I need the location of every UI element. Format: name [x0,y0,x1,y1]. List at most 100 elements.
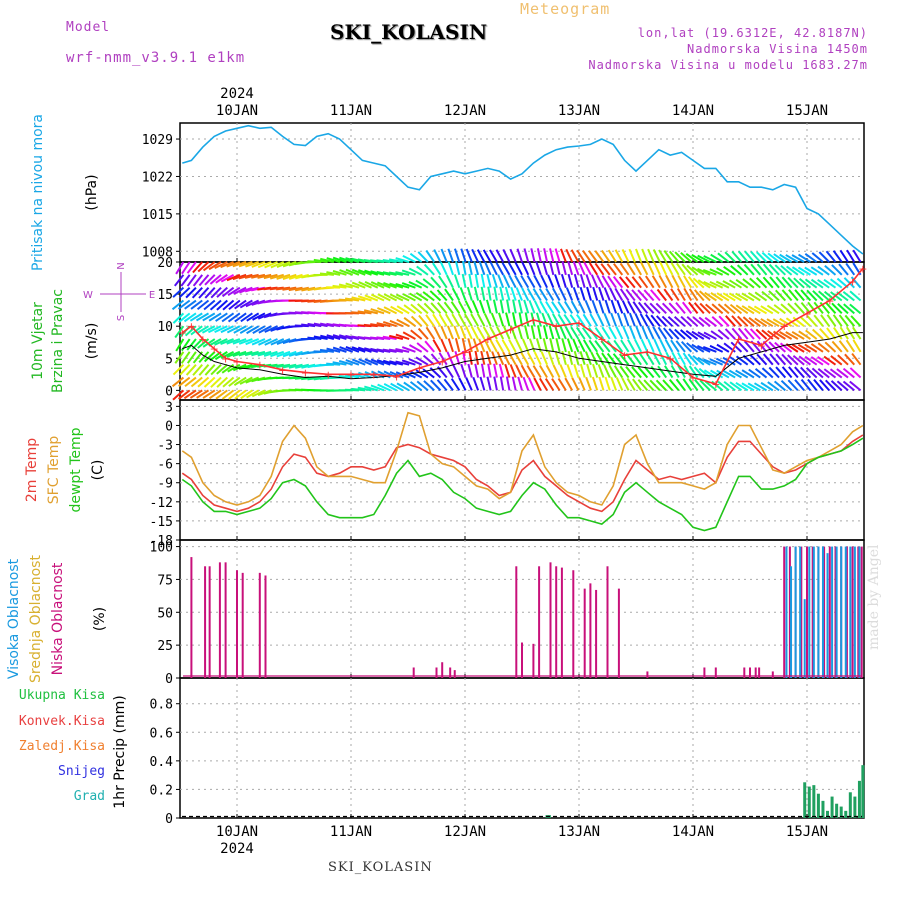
wind-barb [443,301,454,314]
bar-low_cloud [549,562,552,678]
wind-barb [238,350,253,357]
wind-barb [533,274,542,289]
wind-barb [363,323,378,328]
wind-barb [424,340,435,353]
wind-barb [677,352,686,366]
wind-barb [238,273,253,280]
gust-point: + [688,372,697,385]
wind-barb [178,286,191,299]
wind-barb [520,364,530,379]
wind-barb [625,276,636,289]
wind-barb [557,301,567,314]
bar-low_cloud [589,583,592,678]
wind-barb [578,377,586,391]
wind-barb [377,293,391,302]
wind-barb [723,266,736,276]
wind-barb [388,271,404,276]
wind-barb [800,366,812,379]
wind-barb [643,302,655,315]
wind-barb [693,289,705,302]
wind-barb [643,366,655,379]
wind-barb [172,389,185,401]
wind-barb [737,250,749,263]
wind-barb [344,297,360,302]
wind-barb [831,302,843,315]
wind-barb [655,302,667,315]
wind-barb [626,377,636,391]
wind-barb [781,366,793,379]
wind-barb [528,299,536,314]
wind-barb [634,313,643,327]
wind-barb [197,376,210,388]
wind-barb [410,329,423,340]
wind-barb [749,328,761,340]
wind-barb [389,282,404,289]
wind-barb [839,326,849,340]
wind-barb [467,260,473,276]
wind-barb [743,263,755,276]
wind-barb [514,274,523,289]
wind-barb [388,348,404,353]
gust-point: + [392,370,401,383]
wind-barb [583,262,592,276]
wind-barb [659,261,668,276]
wind-barb [357,295,372,302]
wind-barb [626,262,636,276]
y-tick-label: 0 [165,384,173,399]
bar-low_cloud [743,667,746,678]
bar-low_cloud [646,671,649,678]
wind-barb [756,263,768,276]
temp-unit: (C) [90,460,106,481]
wind-barb [202,312,216,322]
wind-barb [227,363,241,373]
wind-barb [282,363,297,369]
bar-low_cloud [560,567,563,678]
y-tick-label: 0.8 [150,698,173,713]
wind-barb [582,250,592,263]
wind-label: 10m Vjetar [30,302,46,380]
wind-barb [476,249,486,263]
wind-barb [584,300,592,314]
wind-barb [728,292,742,302]
wind-barb [483,338,492,353]
wind-barb [842,380,855,392]
wind-barb [632,352,642,366]
gust-point: + [643,346,652,359]
wind-barb [845,339,856,353]
wind-barb [440,248,448,263]
wind-barb [499,299,505,314]
wind-barb [185,364,197,376]
wind-barb [332,269,347,276]
wind-barb [511,312,517,327]
wind-barb [517,325,523,340]
wind-barb [339,256,354,263]
wind-barb [408,281,423,289]
wind-barb [493,376,498,391]
wind-barb [830,291,843,302]
wind-barb [468,273,473,288]
wind-barb [208,261,222,271]
y-tick-label: 0 [165,672,173,687]
wind-barb [604,376,611,391]
wind-barb [245,261,259,268]
wind-barb [811,367,824,379]
wind-barb [438,352,448,366]
top-date: 12JAN [444,103,486,119]
wind-barb [592,286,599,301]
wind-barb [396,318,410,328]
wind-barb [797,266,811,276]
wind-barb [383,306,398,315]
wind-barb [551,301,561,314]
wind-barb [539,377,548,391]
wind-barb [402,254,416,263]
bar-high_cloud [831,546,834,678]
bar-low_cloud [788,546,791,678]
bar-low_cloud [703,667,706,678]
wind-barb [557,377,567,391]
wind-barb [410,315,423,327]
y-tick-label: 0.4 [150,755,174,770]
bar-low_cloud [572,570,575,678]
station-title: SKI_KOLASIN [330,20,488,44]
wind-barb [515,287,523,301]
wind-barb [403,304,416,315]
